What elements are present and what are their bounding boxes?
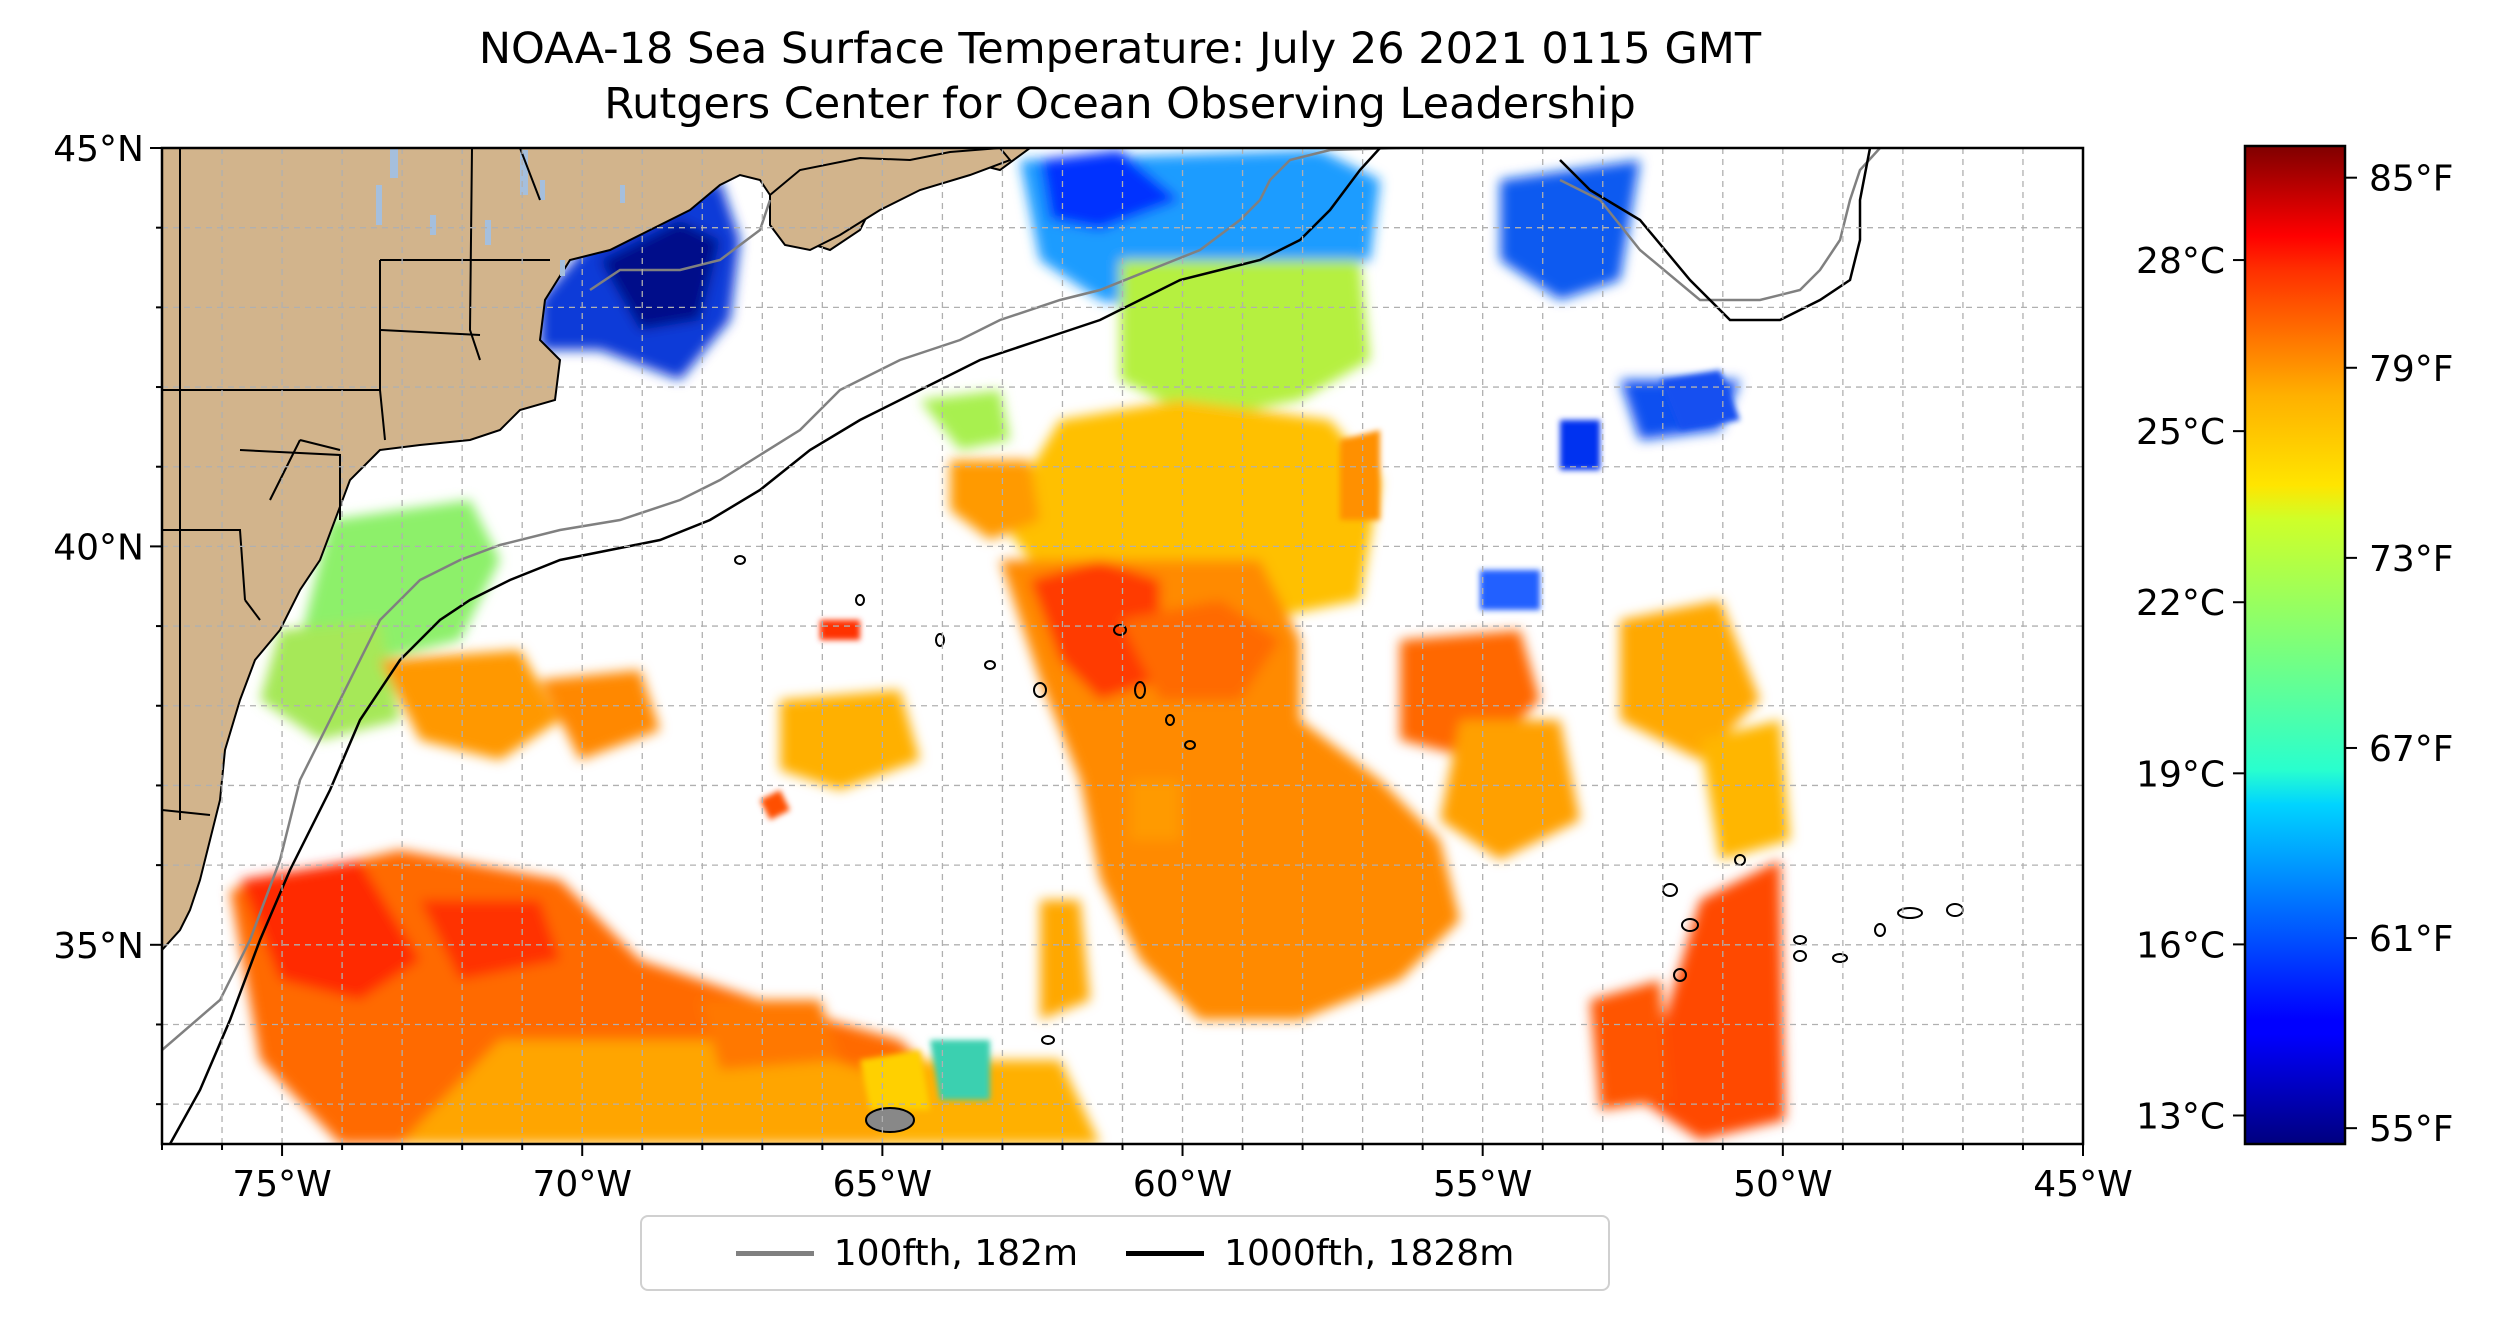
celsius-tick-label: 22°C bbox=[2136, 583, 2225, 624]
legend-entry-1000fth: 1000fth, 1828m bbox=[1126, 1233, 1514, 1274]
state-borders bbox=[162, 148, 550, 820]
isobath-100fth-north bbox=[1559, 148, 1881, 302]
fahrenheit-tick-label: 73°F bbox=[2369, 539, 2454, 580]
colorbar-celsius-axis: 13°C 16°C 19°C 22°C 25°C 28°C bbox=[2136, 241, 2245, 1137]
fahrenheit-tick-label: 61°F bbox=[2369, 919, 2454, 960]
title-line-1: NOAA-18 Sea Surface Temperature: July 26… bbox=[478, 24, 1762, 74]
land-nova-scotia bbox=[769, 148, 1012, 252]
x-tick-label: 45°W bbox=[2033, 1164, 2132, 1205]
fahrenheit-tick-label: 79°F bbox=[2369, 349, 2454, 390]
celsius-tick-label: 25°C bbox=[2136, 412, 2225, 453]
y-tick-label: 45°N bbox=[53, 129, 144, 170]
legend-entry-100fth: 100fth, 182m bbox=[735, 1232, 1079, 1274]
x-tick-label: 50°W bbox=[1733, 1164, 1832, 1205]
x-tick-label: 65°W bbox=[833, 1164, 932, 1205]
celsius-tick-label: 13°C bbox=[2136, 1096, 2225, 1137]
gridlines bbox=[162, 148, 2083, 1144]
colorbar-fahrenheit-axis: 55°F 61°F 67°F 73°F 79°F 85°F bbox=[2345, 159, 2454, 1150]
fahrenheit-tick-label: 85°F bbox=[2369, 159, 2454, 200]
fahrenheit-tick-label: 55°F bbox=[2369, 1109, 2454, 1150]
celsius-tick-label: 16°C bbox=[2136, 925, 2225, 966]
y-tick-label: 35°N bbox=[53, 926, 144, 967]
celsius-tick-label: 28°C bbox=[2136, 241, 2225, 282]
legend-label-1000fth: 1000fth, 1828m bbox=[1224, 1232, 1515, 1274]
x-tick-label: 70°W bbox=[533, 1164, 632, 1205]
title-line-2: Rutgers Center for Ocean Observing Leade… bbox=[604, 79, 1636, 129]
x-tick-label: 75°W bbox=[232, 1164, 331, 1205]
colorbar-gradient bbox=[2243, 144, 2347, 1146]
isobath-1000fth-north bbox=[1559, 148, 1872, 322]
axis-ticks: 75°W 70°W 65°W 60°W 55°W 50°W 45°W 35°N 40°N 45°N bbox=[53, 129, 2132, 1205]
y-tick-label: 40°N bbox=[53, 527, 144, 568]
chart-title: NOAA-18 Sea Surface Temperature: July 26… bbox=[160, 22, 2080, 132]
x-tick-label: 60°W bbox=[1133, 1164, 1232, 1205]
fahrenheit-tick-label: 67°F bbox=[2369, 729, 2454, 770]
seamount-contours bbox=[734, 555, 1964, 1133]
celsius-tick-label: 19°C bbox=[2136, 754, 2225, 795]
sst-field bbox=[180, 150, 1790, 1144]
isobath-100fth bbox=[162, 148, 1401, 1051]
isobath-1000fth bbox=[168, 148, 1381, 1144]
lakes bbox=[376, 148, 625, 276]
legend-swatch-black bbox=[1126, 1250, 1205, 1256]
colorbar: 13°C 16°C 19°C 22°C 25°C 28°C 55°F 61°F 67°F 73°… bbox=[2136, 144, 2454, 1150]
x-tick-label: 55°W bbox=[1433, 1164, 1532, 1205]
isobath-legend: 100fth, 182m 1000fth, 1828m bbox=[640, 1215, 1610, 1291]
legend-swatch-gray bbox=[735, 1250, 814, 1256]
legend-label-100fth: 100fth, 182m bbox=[833, 1232, 1079, 1274]
map-area bbox=[162, 148, 2083, 1144]
